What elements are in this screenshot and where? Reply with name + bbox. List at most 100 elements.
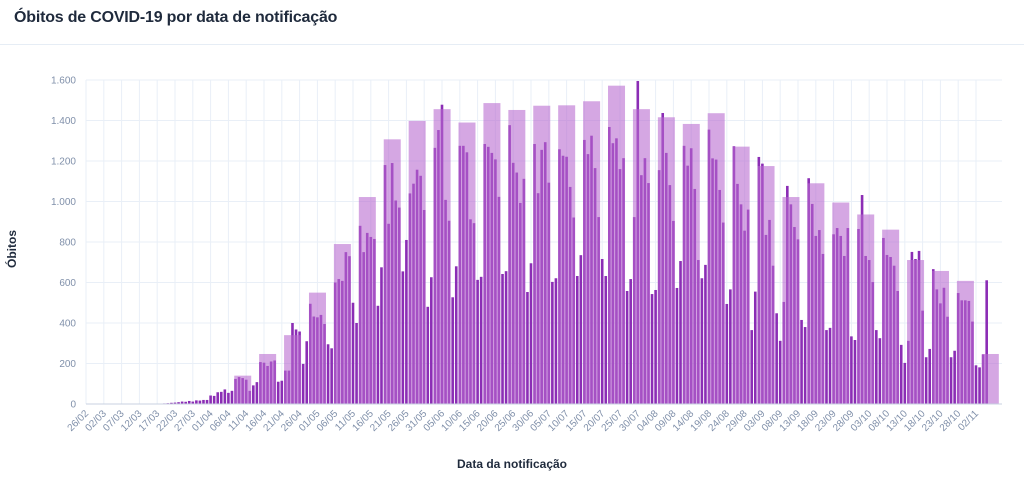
daily-bar [679,261,682,404]
daily-bar [753,291,757,404]
daily-bar [173,402,177,404]
weekly-bar [358,197,376,404]
daily-bar [654,289,657,404]
daily-bar [230,390,234,404]
daily-bar [775,313,778,404]
daily-bar [212,395,216,404]
y-tick-label: 800 [59,238,76,249]
daily-bar [426,306,430,404]
weekly-bar [882,229,900,404]
daily-bar [800,319,803,404]
daily-bar [629,279,632,404]
weekly-bar [259,353,277,404]
daily-bar [252,385,255,404]
daily-bar [803,327,807,404]
header-divider [0,44,1024,45]
daily-bar [853,340,857,404]
daily-bar [223,389,227,404]
weekly-bar [807,183,825,404]
daily-bar [526,292,529,404]
weekly-bar [284,335,302,404]
daily-bar [198,400,202,404]
daily-bar [355,323,358,404]
daily-bar [330,348,333,404]
daily-bar [778,340,782,404]
daily-bar [216,392,220,404]
daily-bar [255,382,259,404]
daily-bar [476,279,479,404]
daily-bar [305,341,309,404]
daily-bar [280,380,284,404]
weekly-bar [234,375,252,404]
daily-bar [554,278,558,404]
daily-bar [301,363,305,404]
daily-bar [276,381,280,404]
weekly-bar [483,103,501,405]
daily-bar [725,303,729,404]
daily-bar [351,302,355,404]
daily-bar [219,391,223,404]
daily-bar [180,401,184,404]
x-tick-label: 02/11 [956,408,981,433]
y-tick-label: 200 [59,359,76,370]
daily-bar [195,400,198,404]
daily-bar [202,399,205,404]
daily-bar [177,402,180,404]
daily-bar [850,336,853,404]
daily-bar [828,327,832,404]
daily-bar [451,297,454,404]
y-tick-label: 1.000 [51,197,76,208]
y-tick-label: 600 [59,278,76,289]
weekly-bar [732,146,750,404]
weekly-bar [956,280,974,404]
weekly-bar [632,109,650,404]
daily-bar [604,276,608,404]
daily-bar [401,271,405,404]
daily-bar [953,350,956,404]
daily-bar [209,395,212,404]
daily-bar [899,344,903,404]
weekly-bar [657,117,675,404]
weekly-bar [308,292,326,404]
daily-bar [170,402,173,404]
weekly-bar [757,166,775,404]
daily-bar [380,267,383,404]
weekly-bar [333,244,351,404]
weekly-bar [458,122,476,405]
weekly-bar [433,109,451,404]
daily-bar [985,280,988,404]
daily-bar [504,271,508,404]
daily-bar [376,305,380,404]
weekly-bar [907,260,925,404]
daily-bar [903,362,907,404]
weekly-bar [583,101,601,404]
weekly-bar [558,105,576,404]
daily-bar [949,357,953,404]
y-tick-label: 1.600 [51,76,76,87]
y-tick-label: 1.400 [51,116,76,127]
chart-title: Óbitos de COVID-19 por data de notificaç… [14,9,338,26]
daily-bar [704,264,707,404]
daily-bar [227,392,230,404]
daily-bar [928,348,932,404]
daily-bar [191,401,195,404]
y-tick-label: 0 [70,400,76,411]
daily-bar [650,294,654,404]
daily-bar [326,344,330,404]
daily-bar [529,263,533,404]
daily-bar [675,287,679,404]
daily-bar [625,291,629,404]
weekly-bar [508,109,526,404]
daily-bar [978,367,981,404]
weekly-bar [832,202,850,404]
daily-bar [501,273,504,404]
daily-bar [825,330,828,404]
weekly-bar [931,270,949,404]
daily-bar [878,338,882,404]
weekly-bar [857,214,875,404]
daily-bar [875,330,878,404]
weekly-bar [682,123,700,404]
weekly-bars [234,85,999,405]
weekly-bar [707,113,725,405]
daily-bar [187,400,191,404]
